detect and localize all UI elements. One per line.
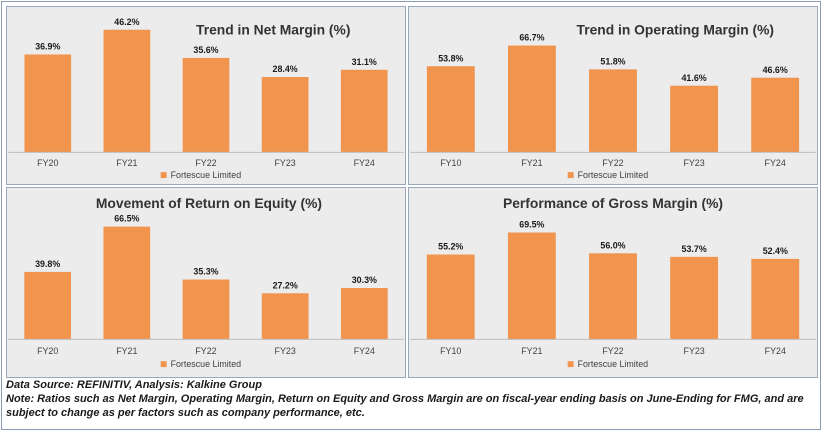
chart-panel-return-on-equity: Movement of Return on Equity (%) 39.8% FY2… <box>6 187 406 378</box>
legend-swatch <box>567 361 574 368</box>
bar-chart-0: Trend in Net Margin (%) 36.9% FY20 46.2% FY2… <box>8 17 404 180</box>
data-source-note: Data Source: REFINITIV, Analysis: Kalkin… <box>6 379 262 391</box>
legend-label: Fortescue Limited <box>171 359 242 369</box>
bar-fy20 <box>24 54 72 153</box>
bar-fy22 <box>182 57 230 153</box>
value-label: 66.5% <box>114 214 139 224</box>
value-label: 66.7% <box>519 33 544 43</box>
legend-label: Fortescue Limited <box>578 170 649 180</box>
bar-fy24 <box>751 77 800 153</box>
value-label: 46.6% <box>763 65 788 75</box>
bar-chart-1: Trend in Operating Margin (%) 53.8% FY10 66… <box>410 22 816 180</box>
chart-title: Trend in Operating Margin (%) <box>577 22 774 38</box>
bar-fy24 <box>340 288 388 340</box>
x-tick-label: FY22 <box>602 158 623 168</box>
x-tick-label: FY20 <box>37 346 58 356</box>
x-tick-label: FY24 <box>354 346 375 356</box>
bar-fy24 <box>340 69 388 153</box>
x-tick-label: FY21 <box>116 158 137 168</box>
legend: Fortescue Limited <box>567 359 649 369</box>
chart-panel-net-margin: Trend in Net Margin (%) 36.9% FY20 46.2% FY2… <box>6 6 406 185</box>
x-tick-label: FY20 <box>37 158 58 168</box>
bar-fy10 <box>426 254 475 340</box>
x-tick-label: FY23 <box>275 346 296 356</box>
bar-fy23 <box>261 293 309 340</box>
chart-title: Movement of Return on Equity (%) <box>96 195 322 211</box>
value-label: 35.3% <box>193 267 218 277</box>
value-label: 41.6% <box>681 73 706 83</box>
value-label: 30.3% <box>352 275 377 285</box>
value-label: 31.1% <box>352 57 377 67</box>
bar-fy22 <box>589 253 637 340</box>
chart-title: Performance of Gross Margin (%) <box>503 195 723 211</box>
legend: Fortescue Limited <box>160 170 242 180</box>
value-label: 53.7% <box>682 244 707 254</box>
value-label: 52.4% <box>763 246 788 256</box>
legend-label: Fortescue Limited <box>578 359 649 369</box>
bar-chart-3: Performance of Gross Margin (%) 55.2% FY10… <box>410 195 816 369</box>
legend-label: Fortescue Limited <box>171 170 242 180</box>
bar-fy22 <box>182 279 230 340</box>
value-label: 28.4% <box>273 64 298 74</box>
x-tick-label: FY22 <box>195 346 216 356</box>
notes-block: Data Source: REFINITIV, Analysis: Kalkin… <box>6 378 818 420</box>
x-tick-label: FY21 <box>521 346 542 356</box>
bar-fy21 <box>103 29 151 153</box>
x-tick-label: FY24 <box>765 346 786 356</box>
chart-title: Trend in Net Margin (%) <box>196 22 350 38</box>
value-label: 56.0% <box>600 240 625 250</box>
chart-panel-operating-margin: Trend in Operating Margin (%) 53.8% FY10 66… <box>408 6 818 185</box>
value-label: 51.8% <box>600 56 625 66</box>
legend: Fortescue Limited <box>567 170 649 180</box>
x-tick-label: FY24 <box>765 158 786 168</box>
x-tick-label: FY23 <box>683 158 704 168</box>
x-tick-label: FY24 <box>354 158 375 168</box>
bar-fy21 <box>507 45 556 153</box>
value-label: 69.5% <box>519 220 544 230</box>
bar-chart-2: Movement of Return on Equity (%) 39.8% FY2… <box>8 195 404 369</box>
legend-swatch <box>567 172 574 179</box>
value-label: 53.8% <box>438 53 463 63</box>
x-tick-label: FY21 <box>521 158 542 168</box>
legend-swatch <box>160 172 167 179</box>
bar-fy22 <box>589 69 637 153</box>
bar-fy23 <box>670 256 719 340</box>
x-tick-label: FY22 <box>195 158 216 168</box>
bar-fy23 <box>261 77 309 153</box>
value-label: 27.2% <box>273 280 298 290</box>
x-tick-label: FY10 <box>440 346 461 356</box>
bar-fy24 <box>751 258 800 340</box>
legend: Fortescue Limited <box>160 359 242 369</box>
methodology-note: Note: Ratios such as Net Margin, Operati… <box>6 393 804 419</box>
x-tick-label: FY21 <box>116 346 137 356</box>
x-tick-label: FY23 <box>274 158 295 168</box>
bar-fy20 <box>24 271 72 340</box>
bar-fy10 <box>426 66 475 153</box>
value-label: 35.6% <box>193 45 218 55</box>
value-label: 39.8% <box>35 259 60 269</box>
bar-fy21 <box>103 226 151 340</box>
legend-swatch <box>160 361 167 368</box>
value-label: 46.2% <box>114 17 139 27</box>
value-label: 36.9% <box>35 42 60 52</box>
bar-fy23 <box>670 85 719 153</box>
x-tick-label: FY10 <box>440 158 461 168</box>
chart-panel-gross-margin: Performance of Gross Margin (%) 55.2% FY10… <box>408 187 818 378</box>
value-label: 55.2% <box>438 242 463 252</box>
x-tick-label: FY23 <box>684 346 705 356</box>
x-tick-label: FY22 <box>602 346 623 356</box>
bar-fy21 <box>507 232 556 340</box>
